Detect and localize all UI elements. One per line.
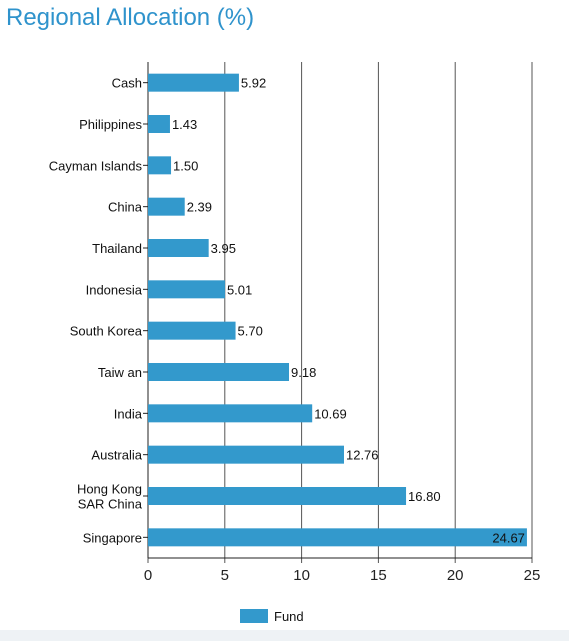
bar [148,239,209,257]
category-label: Indonesia [86,282,143,297]
bar [148,487,407,505]
data-label: 3.95 [211,241,236,256]
category-label: South Korea [70,324,143,339]
category-label: Australia [91,448,142,463]
bar [148,445,344,464]
x-tick-label: 5 [221,567,229,584]
category-label: Thailand [92,241,142,256]
x-tick-label: 20 [447,567,464,584]
category-label: Cash [112,76,142,91]
data-label: 5.70 [238,324,263,339]
data-label: 16.80 [408,489,441,504]
category-label: SAR China [78,497,143,512]
x-tick-label: 10 [293,567,310,584]
data-label: 5.01 [227,282,252,297]
x-tick-label: 25 [524,567,541,584]
data-label: 12.76 [346,448,379,463]
legend-swatch [240,609,268,623]
bar [148,115,170,133]
category-label: Taiw an [98,365,142,380]
category-label: Singapore [83,530,142,545]
bar [148,404,313,423]
data-label: 9.18 [291,365,316,380]
category-label: China [108,200,143,215]
category-label: Hong Kong [77,482,142,497]
data-label: 10.69 [314,406,347,421]
data-label: 1.43 [172,117,197,132]
legend-label: Fund [274,609,304,624]
chart-title: Regional Allocation (%) [6,4,255,31]
bar [148,321,236,340]
data-label: 1.50 [173,158,198,173]
bar [148,280,225,299]
data-label: 2.39 [187,200,212,215]
data-label: 24.67 [492,530,525,545]
category-label: India [114,406,143,421]
category-label: Cayman Islands [49,158,143,173]
bar [148,197,185,216]
bar [148,528,527,547]
bar [148,156,172,175]
category-label: Philippines [79,117,142,132]
x-tick-label: 0 [144,567,152,584]
bar [148,73,239,92]
x-tick-label: 15 [370,567,387,584]
footer-band [0,630,569,641]
bar [148,363,290,381]
data-label: 5.92 [241,76,266,91]
